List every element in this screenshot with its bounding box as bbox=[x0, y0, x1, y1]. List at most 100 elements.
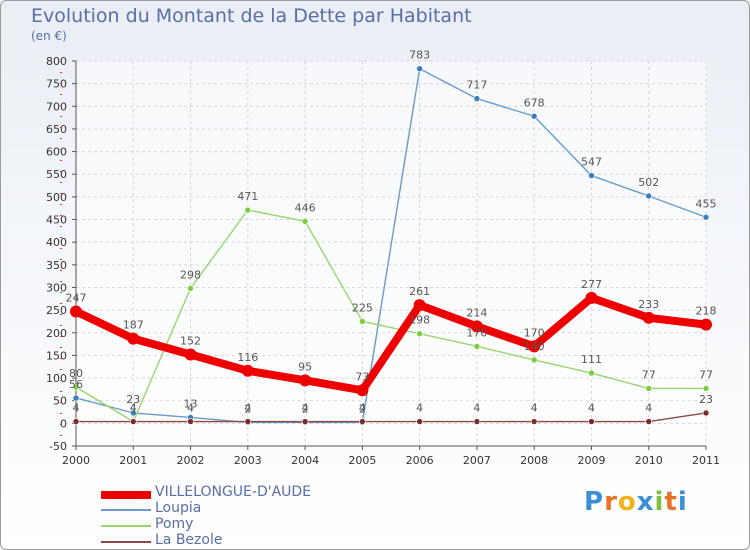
y-tick-label: 300 bbox=[46, 281, 67, 294]
data-label-loupia: 717 bbox=[466, 79, 487, 92]
data-label-loupia: 502 bbox=[638, 176, 659, 189]
legend-swatch-villelongue bbox=[101, 491, 151, 499]
data-label-la-bezole: 4 bbox=[645, 402, 652, 415]
data-point-pomy bbox=[301, 218, 309, 225]
legend-label-pomy: Pomy bbox=[155, 516, 194, 532]
data-label-villelongue-d-aude: 247 bbox=[66, 291, 87, 304]
data-point-loupia bbox=[473, 95, 481, 102]
data-label-pomy: 170 bbox=[466, 326, 487, 339]
data-label-pomy: 140 bbox=[524, 340, 545, 353]
data-label-villelongue-d-aude: 95 bbox=[298, 360, 312, 373]
y-tick-label: 450 bbox=[46, 214, 67, 227]
x-tick-label: 2007 bbox=[463, 454, 491, 467]
data-point-la-bezole bbox=[129, 418, 137, 425]
data-label-la-bezole: 4 bbox=[473, 402, 480, 415]
data-point-la-bezole bbox=[702, 409, 710, 417]
data-point-loupia bbox=[416, 65, 423, 72]
data-label-villelongue-d-aude: 152 bbox=[180, 335, 201, 348]
x-tick-label: 2010 bbox=[635, 454, 663, 467]
data-point-la-bezole bbox=[244, 418, 252, 425]
data-label-pomy: 298 bbox=[180, 268, 201, 281]
data-label-pomy: 4 bbox=[130, 402, 137, 415]
data-point-la-bezole bbox=[301, 418, 309, 425]
x-tick-label: 2001 bbox=[119, 454, 147, 467]
data-label-pomy: 77 bbox=[699, 368, 713, 381]
data-label-la-bezole: 4 bbox=[359, 402, 366, 415]
data-point-pomy bbox=[588, 369, 595, 377]
data-label-loupia: 678 bbox=[524, 96, 545, 109]
data-point-villelongue-d-aude bbox=[528, 340, 541, 353]
data-label-loupia: 547 bbox=[581, 156, 602, 169]
data-label-loupia: 2 bbox=[359, 402, 366, 415]
x-tick-label: 2006 bbox=[406, 454, 434, 467]
legend-swatch-pomy bbox=[101, 525, 151, 527]
data-point-villelongue-d-aude bbox=[127, 332, 140, 345]
data-point-villelongue-d-aude bbox=[470, 320, 483, 333]
data-point-loupia bbox=[530, 112, 538, 120]
brand-letter: x bbox=[636, 487, 655, 517]
x-tick-label: 2011 bbox=[692, 454, 720, 467]
data-point-la-bezole bbox=[72, 418, 80, 425]
data-label-loupia: 783 bbox=[409, 49, 430, 62]
data-label-loupia: 23 bbox=[126, 393, 140, 406]
series-line-villelongue-d-aude bbox=[72, 293, 710, 395]
legend-label-loupia: Loupia bbox=[155, 500, 202, 516]
proxiti-logo: Proxiti bbox=[584, 487, 688, 517]
data-label-villelongue-d-aude: 73 bbox=[355, 370, 369, 383]
y-tick-label: 600 bbox=[46, 146, 67, 159]
y-tick-label: 250 bbox=[46, 304, 67, 317]
brand-letter: o bbox=[617, 487, 637, 517]
x-tick-label: 2008 bbox=[520, 454, 548, 467]
data-point-la-bezole bbox=[416, 418, 423, 425]
data-label-la-bezole: 4 bbox=[588, 402, 595, 415]
data-point-pomy bbox=[702, 385, 710, 392]
legend-swatch-la-bezole bbox=[101, 541, 151, 543]
data-label-la-bezole: 4 bbox=[302, 402, 309, 415]
data-point-loupia bbox=[588, 172, 595, 179]
data-point-la-bezole bbox=[645, 418, 653, 425]
data-point-pomy bbox=[530, 356, 538, 364]
x-tick-label: 2000 bbox=[62, 454, 90, 467]
y-tick-label: 700 bbox=[46, 100, 67, 113]
y-tick-label: 800 bbox=[46, 55, 67, 68]
data-label-villelongue-d-aude: 277 bbox=[581, 278, 602, 291]
data-point-pomy bbox=[359, 318, 366, 325]
data-point-la-bezole bbox=[588, 418, 595, 425]
data-point-villelongue-d-aude bbox=[642, 311, 655, 324]
y-tick-label: 500 bbox=[46, 191, 67, 204]
chart-title: Evolution du Montant de la Dette par Hab… bbox=[31, 5, 472, 27]
data-label-loupia: 455 bbox=[696, 197, 717, 210]
legend-label-la-bezole: La Bezole bbox=[155, 532, 223, 548]
brand-letter: i bbox=[654, 487, 665, 517]
data-point-villelongue-d-aude bbox=[700, 318, 712, 331]
data-point-villelongue-d-aude bbox=[299, 374, 312, 387]
data-point-villelongue-d-aude bbox=[241, 364, 254, 377]
y-tick-label: 750 bbox=[46, 78, 67, 91]
data-label-loupia: 2 bbox=[302, 402, 309, 415]
data-label-la-bezole: 4 bbox=[187, 402, 194, 415]
brand-text: Proxiti bbox=[584, 487, 688, 517]
data-label-la-bezole: 4 bbox=[531, 402, 538, 415]
data-point-loupia bbox=[72, 394, 80, 402]
data-label-villelongue-d-aude: 187 bbox=[123, 319, 144, 332]
data-label-loupia: 56 bbox=[69, 378, 83, 391]
y-tick-label: 650 bbox=[46, 123, 67, 136]
data-point-villelongue-d-aude bbox=[413, 299, 426, 312]
x-tick-label: 2004 bbox=[291, 454, 319, 467]
data-label-pomy: 80 bbox=[69, 367, 83, 380]
data-label-villelongue-d-aude: 170 bbox=[524, 326, 545, 339]
data-label-loupia: 13 bbox=[184, 397, 198, 410]
series-line-loupia bbox=[75, 67, 707, 424]
data-label-villelongue-d-aude: 214 bbox=[466, 306, 487, 319]
series-line-pomy bbox=[75, 209, 707, 423]
data-label-villelongue-d-aude: 233 bbox=[638, 298, 659, 311]
data-label-pomy: 471 bbox=[237, 190, 258, 203]
series-line-la-bezole bbox=[75, 412, 707, 423]
x-tick-label: 2009 bbox=[577, 454, 605, 467]
y-tick-label: 150 bbox=[46, 349, 67, 362]
data-point-pomy bbox=[416, 330, 423, 337]
brand-letter: r bbox=[604, 487, 618, 517]
y-tick-label: 350 bbox=[46, 259, 67, 272]
